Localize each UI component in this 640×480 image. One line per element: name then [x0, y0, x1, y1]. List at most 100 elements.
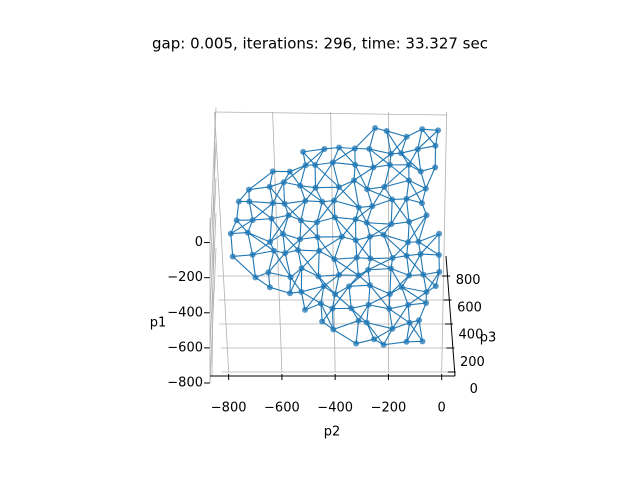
- mesh-edge: [391, 221, 410, 225]
- mesh-edge: [288, 200, 306, 216]
- mesh-node: [319, 318, 326, 325]
- mesh-node: [352, 237, 359, 244]
- mesh-edge: [417, 215, 428, 242]
- mesh-node: [389, 196, 396, 203]
- mesh-edge: [282, 233, 299, 251]
- mesh-edge: [366, 167, 374, 190]
- mesh-edge: [367, 285, 371, 305]
- mesh-edge: [341, 218, 357, 238]
- mesh-node: [329, 305, 336, 312]
- mesh-edge: [314, 164, 340, 188]
- mesh-edge: [355, 338, 375, 345]
- mesh-edge: [230, 233, 234, 257]
- mesh-edge: [332, 162, 340, 188]
- mesh-node: [422, 185, 429, 192]
- mesh-edge: [321, 201, 336, 218]
- mesh-node: [285, 212, 292, 219]
- mesh-node: [330, 326, 337, 333]
- mesh-node: [321, 145, 328, 152]
- mesh-node: [295, 247, 302, 254]
- mesh-edge: [390, 268, 410, 277]
- mesh-edge: [301, 285, 324, 293]
- mesh-node: [380, 231, 387, 238]
- mesh: [227, 125, 443, 348]
- mesh-node: [387, 150, 394, 157]
- z-tick-label: −400: [167, 305, 203, 320]
- mesh-edge: [248, 201, 254, 221]
- mesh-node: [249, 217, 256, 224]
- y-tick-label: 0: [470, 382, 478, 397]
- y-tick-label: 200: [460, 355, 485, 370]
- grid-line: [272, 111, 283, 373]
- mesh-edge: [386, 130, 407, 138]
- mesh-edge: [386, 130, 392, 154]
- mesh-edge: [318, 274, 340, 277]
- mesh-node: [282, 250, 289, 257]
- mesh-edge: [338, 257, 358, 276]
- mesh-edge: [232, 256, 256, 278]
- mesh-edge: [282, 233, 286, 254]
- mesh-node: [386, 290, 393, 297]
- mesh-edge: [230, 219, 253, 235]
- mesh-edge: [247, 232, 254, 255]
- mesh-edge: [366, 322, 375, 340]
- mesh-node: [350, 177, 357, 184]
- mesh-edge: [317, 250, 320, 277]
- mesh-edge: [368, 293, 391, 306]
- mesh-edge: [316, 236, 335, 260]
- mesh-edge: [348, 286, 352, 309]
- mesh-node: [415, 317, 422, 324]
- x-tick-label: −200: [371, 401, 407, 416]
- mesh-edge: [315, 162, 334, 189]
- axis-line: [445, 255, 456, 377]
- z-tick-label: 0: [195, 235, 203, 250]
- mesh-edge: [400, 152, 422, 172]
- mesh-node: [363, 219, 370, 226]
- mesh-node: [265, 269, 272, 276]
- mesh-edge: [383, 328, 393, 346]
- mesh-node: [388, 221, 395, 228]
- mesh-edge: [252, 218, 272, 221]
- mesh-edge: [301, 291, 322, 304]
- mesh-node: [436, 268, 443, 275]
- mesh-edge: [383, 341, 407, 346]
- mesh-edge: [247, 232, 271, 243]
- mesh-edge: [338, 186, 360, 208]
- y-tick-label: 600: [457, 300, 482, 315]
- mesh-node: [314, 234, 321, 241]
- mesh-node: [317, 300, 324, 307]
- mesh-edge: [366, 322, 393, 330]
- mesh-edge: [408, 214, 427, 223]
- mesh-edge: [320, 303, 334, 330]
- mesh-node: [365, 266, 372, 273]
- mesh-node: [270, 247, 277, 254]
- mesh-edge: [407, 214, 428, 243]
- mesh-node: [315, 273, 322, 280]
- x-tick-label: −800: [211, 401, 247, 416]
- mesh-edge: [418, 302, 427, 321]
- mesh-edge: [248, 170, 274, 191]
- mesh-edge: [405, 180, 410, 199]
- mesh-node: [252, 274, 259, 281]
- mesh-node: [229, 253, 236, 260]
- z-tick-label: −800: [167, 376, 203, 391]
- mesh-node: [355, 204, 362, 211]
- mesh-node: [419, 338, 426, 345]
- mesh-node: [386, 305, 393, 312]
- mesh-edge: [358, 304, 369, 321]
- mesh-edge: [372, 198, 393, 207]
- mesh-node: [423, 212, 430, 219]
- mesh-node: [268, 215, 275, 222]
- mesh-edge: [405, 322, 411, 342]
- mesh-node: [331, 214, 338, 221]
- mesh-node: [245, 186, 252, 193]
- mesh-edge: [370, 257, 393, 260]
- mesh-edge: [318, 275, 336, 295]
- mesh-edge: [407, 291, 427, 306]
- mesh-edge: [384, 179, 410, 188]
- grid-line: [209, 142, 217, 278]
- mesh-node: [352, 161, 359, 168]
- mesh-node: [370, 164, 377, 171]
- mesh-node: [300, 148, 307, 155]
